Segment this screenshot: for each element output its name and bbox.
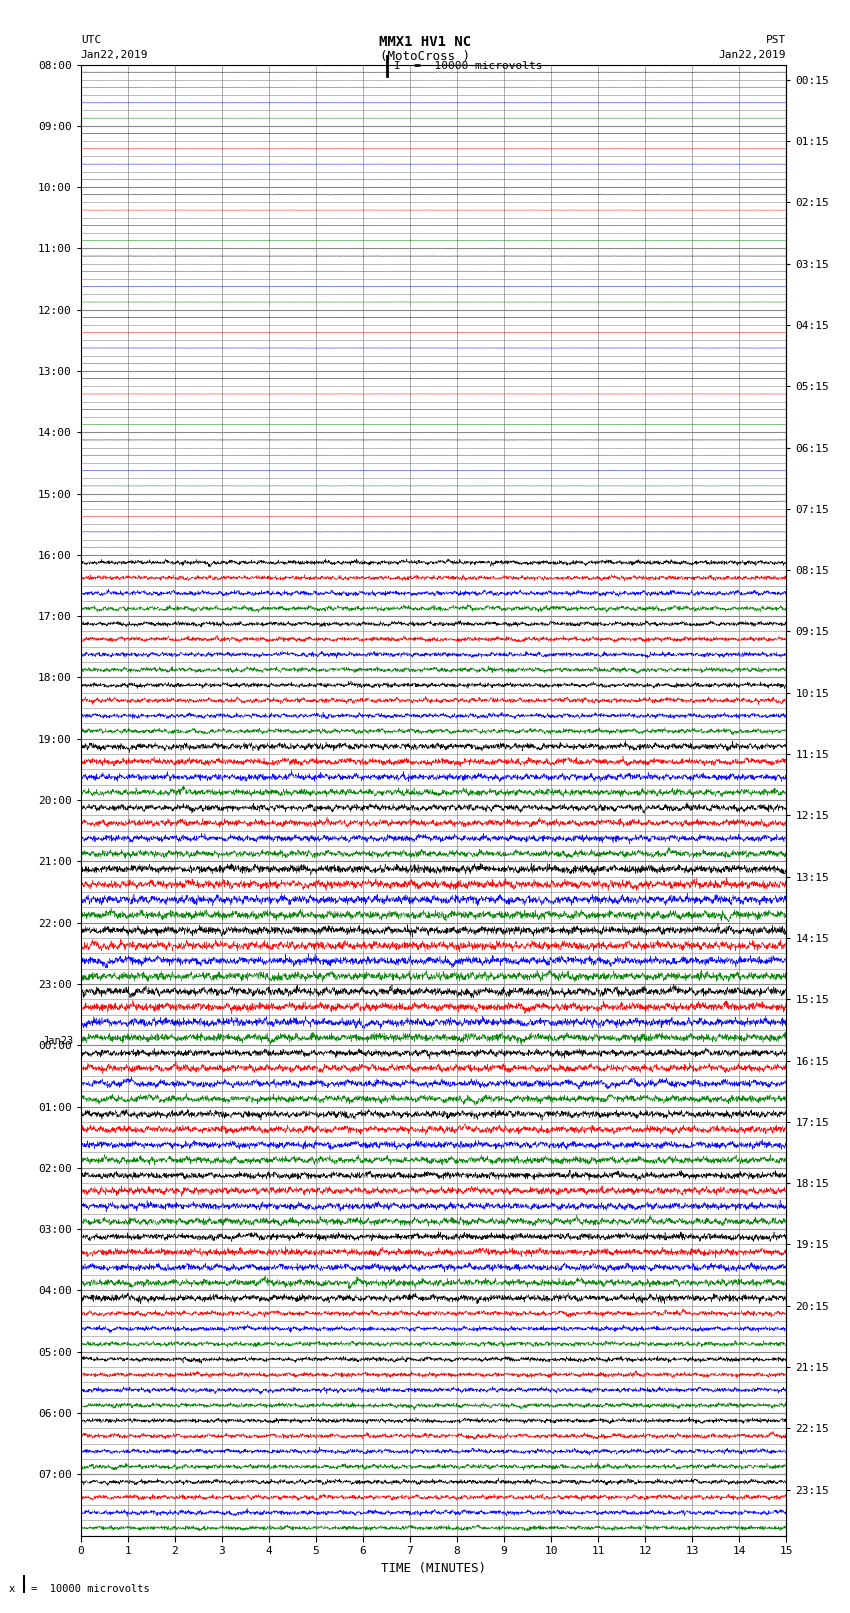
Text: (MotoCross ): (MotoCross )	[380, 50, 470, 63]
Text: Jan22,2019: Jan22,2019	[719, 50, 786, 60]
Text: I  =  10000 microvolts: I = 10000 microvolts	[394, 61, 542, 71]
Text: =  10000 microvolts: = 10000 microvolts	[31, 1584, 150, 1594]
Text: PST: PST	[766, 35, 786, 45]
Text: UTC: UTC	[81, 35, 101, 45]
Text: Jan22,2019: Jan22,2019	[81, 50, 148, 60]
Text: Jan23: Jan23	[42, 1036, 74, 1045]
Text: x: x	[8, 1584, 14, 1594]
X-axis label: TIME (MINUTES): TIME (MINUTES)	[381, 1561, 486, 1574]
Text: MMX1 HV1 NC: MMX1 HV1 NC	[379, 35, 471, 50]
